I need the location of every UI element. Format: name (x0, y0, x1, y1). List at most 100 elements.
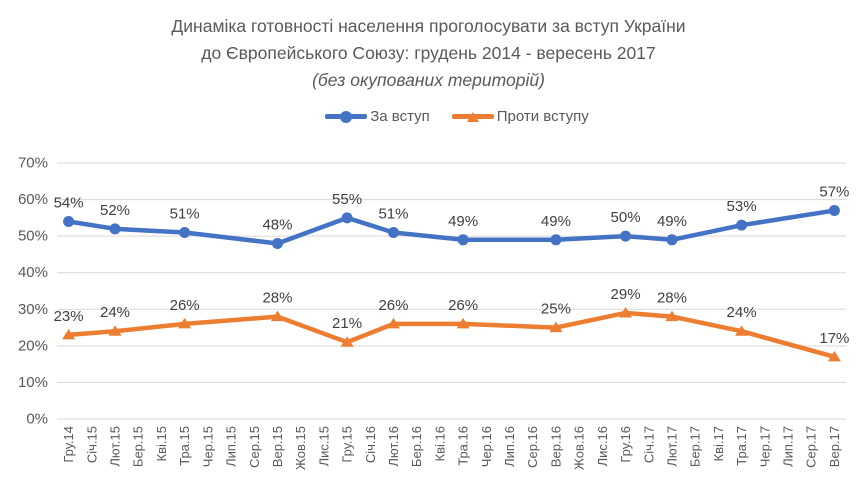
x-axis-tick-label: Сер.15 (247, 426, 262, 468)
data-label: 53% (727, 198, 757, 215)
x-axis-tick-label: Вер.17 (827, 426, 842, 467)
x-axis-tick-label: Кві.17 (711, 426, 726, 461)
x-axis-tick-label: Кві.15 (154, 426, 169, 461)
data-point-circle (109, 223, 121, 235)
data-label: 29% (611, 286, 641, 303)
data-label: 51% (378, 205, 408, 222)
x-axis-tick-label: Чер.17 (757, 426, 772, 467)
chart-title-line3: (без окупованих територій) (312, 70, 545, 90)
legend: За вступ Проти вступу (57, 108, 857, 125)
y-axis-tick-label: 0% (26, 411, 48, 428)
x-axis-tick-label: Тра.17 (734, 426, 749, 466)
data-point-triangle (827, 350, 841, 362)
x-axis-tick-label: Лип.15 (224, 426, 239, 467)
data-point-triangle (62, 328, 76, 340)
x-axis-tick-label: Вер.16 (548, 426, 563, 467)
x-axis-tick-label: Гру.16 (618, 426, 633, 463)
data-point-triangle (735, 325, 749, 336)
x-axis-tick-label: Лис.16 (595, 426, 610, 466)
data-label: 49% (448, 213, 478, 230)
x-axis-tick-label: Бер.17 (688, 426, 703, 467)
data-label: 17% (819, 330, 849, 347)
data-point-triangle (178, 317, 192, 329)
data-point-triangle (619, 306, 633, 318)
x-axis-tick-label: Лют.16 (386, 426, 401, 467)
x-axis-tick-label: Січ.16 (363, 426, 378, 463)
data-label: 55% (332, 191, 362, 208)
data-label: 28% (262, 290, 292, 307)
triangle-marker-icon (466, 111, 479, 122)
x-axis-tick-label: Чер.15 (200, 426, 215, 467)
data-point-circle (620, 230, 632, 242)
data-label: 57% (819, 184, 849, 201)
y-axis-tick-label: 10% (18, 374, 48, 391)
data-point-circle (457, 234, 469, 246)
data-label: 54% (54, 195, 84, 212)
x-axis-tick-label: Тра.15 (177, 426, 192, 466)
data-label: 24% (727, 304, 757, 321)
data-point-circle (341, 212, 353, 224)
series-line-0 (66, 208, 837, 246)
x-axis-tick-label: Лют.17 (664, 426, 679, 467)
x-axis-tick-label: Кві.16 (432, 426, 447, 461)
y-axis-tick-label: 20% (18, 337, 48, 354)
data-point-circle (387, 226, 399, 238)
line-circle-marker-icon (325, 110, 368, 123)
data-point-triangle (386, 317, 400, 329)
data-point-triangle (108, 325, 122, 336)
data-label: 49% (657, 213, 687, 230)
data-label: 26% (378, 297, 408, 314)
data-point-circle (550, 234, 562, 246)
data-point-circle (179, 226, 191, 238)
data-point-triangle (549, 321, 563, 333)
data-label: 25% (541, 301, 571, 318)
data-label: 26% (170, 297, 200, 314)
x-axis-tick-label: Вер.15 (270, 426, 285, 467)
data-point-triangle (665, 310, 679, 322)
data-point-circle (271, 237, 283, 249)
legend-item-for: За вступ (325, 108, 430, 125)
y-axis-tick-label: 50% (18, 228, 48, 245)
data-point-circle (828, 205, 840, 217)
legend-item-against: Проти вступу (451, 108, 589, 125)
data-label: 49% (541, 213, 571, 230)
x-axis-tick-label: Лют.15 (108, 426, 123, 467)
chart-title-line2: до Європейського Союзу: грудень 2014 - в… (201, 43, 656, 63)
data-label: 28% (657, 290, 687, 307)
y-axis-tick-label: 60% (18, 191, 48, 208)
data-label: 51% (170, 205, 200, 222)
legend-label-for: За вступ (370, 108, 430, 125)
x-axis-tick-label: Гру.14 (61, 426, 76, 463)
x-axis-tick-label: Сер.16 (525, 426, 540, 468)
data-label: 52% (100, 202, 130, 219)
y-axis-tick-label: 30% (18, 301, 48, 318)
data-label: 23% (54, 308, 84, 325)
data-point-circle (666, 234, 678, 246)
chart-title-line1: Динаміка готовності населення проголосув… (171, 16, 686, 36)
circle-marker-icon (340, 110, 353, 123)
x-axis-tick-label: Лис.15 (316, 426, 331, 466)
data-label: 21% (332, 315, 362, 332)
x-axis-tick-label: Тра.16 (456, 426, 471, 466)
x-axis-tick-label: Лип.16 (502, 426, 517, 467)
data-point-triangle (456, 317, 470, 329)
data-point-circle (63, 216, 75, 228)
x-axis-tick-label: Гру.15 (340, 426, 355, 463)
chart-title: Динаміка готовності населення проголосув… (0, 13, 857, 94)
data-point-triangle (270, 310, 284, 322)
x-axis-tick-label: Лип.17 (780, 426, 795, 467)
data-label: 48% (262, 216, 292, 233)
data-label: 26% (448, 297, 478, 314)
line-triangle-marker-icon (451, 111, 494, 122)
data-label: 24% (100, 304, 130, 321)
x-axis-tick-label: Січ.17 (641, 426, 656, 463)
data-label: 50% (611, 209, 641, 226)
x-axis-tick-label: Сер.17 (804, 426, 819, 468)
legend-label-against: Проти вступу (496, 108, 589, 125)
x-axis-tick-label: Бер.16 (409, 426, 424, 467)
y-axis-tick-label: 70% (18, 155, 48, 172)
x-axis-tick-label: Січ.15 (84, 426, 99, 463)
data-point-circle (736, 219, 748, 231)
